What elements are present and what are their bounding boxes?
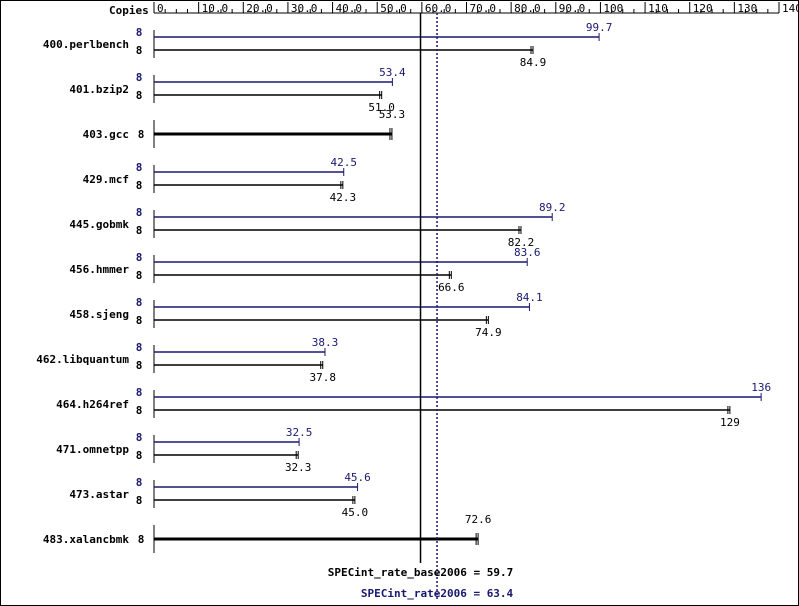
base-copies-label: 8 bbox=[136, 494, 143, 507]
peak-value-label: 84.1 bbox=[516, 291, 543, 304]
x-tick-label: 0 bbox=[157, 2, 164, 15]
benchmark-name: 483.xalancbmk bbox=[43, 533, 129, 546]
combined-value-label: 72.6 bbox=[465, 513, 492, 526]
x-tick-label: 120 bbox=[693, 2, 713, 15]
benchmark-name: 464.h264ref bbox=[56, 398, 129, 411]
base-copies-label: 8 bbox=[136, 269, 143, 282]
peak-copies-label: 8 bbox=[136, 476, 143, 489]
base-value-label: 32.3 bbox=[285, 461, 312, 474]
peak-copies-label: 8 bbox=[136, 251, 143, 264]
copies-label: 8 bbox=[138, 128, 145, 141]
peak-copies-label: 8 bbox=[136, 386, 143, 399]
peak-value-label: 136 bbox=[751, 381, 771, 394]
x-tick-label: 90.0 bbox=[559, 2, 586, 15]
benchmark-name: 403.gcc bbox=[83, 128, 129, 141]
benchmark-name: 401.bzip2 bbox=[69, 83, 129, 96]
peak-value-label: 45.6 bbox=[344, 471, 371, 484]
peak-value-label: 89.2 bbox=[539, 201, 566, 214]
benchmark-name: 400.perlbench bbox=[43, 38, 129, 51]
benchmark-name: 473.astar bbox=[69, 488, 129, 501]
peak-summary-label: SPECint_rate2006 = 63.4 bbox=[361, 587, 514, 600]
base-summary-label: SPECint_rate_base2006 = 59.7 bbox=[328, 566, 513, 579]
copies-label: 8 bbox=[138, 533, 145, 546]
x-tick-label: 20.0 bbox=[246, 2, 272, 15]
base-value-label: 74.9 bbox=[475, 326, 502, 339]
peak-value-label: 53.4 bbox=[379, 66, 406, 79]
benchmark-name: 471.omnetpp bbox=[56, 443, 129, 456]
x-tick-label: 10.0 bbox=[202, 2, 229, 15]
base-copies-label: 8 bbox=[136, 359, 143, 372]
benchmark-name: 462.libquantum bbox=[36, 353, 129, 366]
base-copies-label: 8 bbox=[136, 44, 143, 57]
benchmark-name: 456.hmmer bbox=[69, 263, 129, 276]
combined-value-label: 53.3 bbox=[379, 108, 406, 121]
base-value-label: 37.8 bbox=[310, 371, 337, 384]
base-value-label: 66.6 bbox=[438, 281, 465, 294]
base-copies-label: 8 bbox=[136, 449, 143, 462]
x-tick-label: 50.0 bbox=[380, 2, 407, 15]
peak-value-label: 83.6 bbox=[514, 246, 541, 259]
base-value-label: 51.0 bbox=[368, 101, 395, 114]
base-value-label: 42.3 bbox=[330, 191, 357, 204]
x-tick-label: 80.0 bbox=[514, 2, 541, 15]
peak-copies-label: 8 bbox=[136, 341, 143, 354]
x-tick-label: 130 bbox=[737, 2, 757, 15]
base-copies-label: 8 bbox=[136, 404, 143, 417]
benchmark-name: 429.mcf bbox=[83, 173, 129, 186]
peak-copies-label: 8 bbox=[136, 161, 143, 174]
peak-copies-label: 8 bbox=[136, 26, 143, 39]
base-value-label: 129 bbox=[720, 416, 740, 429]
x-tick-label: 140 bbox=[782, 2, 798, 15]
peak-copies-label: 8 bbox=[136, 206, 143, 219]
benchmark-name: 458.sjeng bbox=[69, 308, 129, 321]
benchmark-name: 445.gobmk bbox=[69, 218, 129, 231]
base-value-label: 82.2 bbox=[508, 236, 535, 249]
base-copies-label: 8 bbox=[136, 179, 143, 192]
base-value-label: 45.0 bbox=[342, 506, 369, 519]
peak-value-label: 42.5 bbox=[330, 156, 357, 169]
base-value-label: 84.9 bbox=[520, 56, 547, 69]
peak-copies-label: 8 bbox=[136, 296, 143, 309]
base-copies-label: 8 bbox=[136, 314, 143, 327]
x-tick-label: 30.0 bbox=[291, 2, 318, 15]
x-tick-label: 70.0 bbox=[470, 2, 497, 15]
peak-value-label: 38.3 bbox=[312, 336, 339, 349]
peak-value-label: 99.7 bbox=[586, 21, 613, 34]
x-tick-label: 100 bbox=[603, 2, 623, 15]
base-copies-label: 8 bbox=[136, 89, 143, 102]
peak-copies-label: 8 bbox=[136, 71, 143, 84]
x-tick-label: 40.0 bbox=[336, 2, 363, 15]
copies-header: Copies bbox=[109, 4, 149, 17]
peak-copies-label: 8 bbox=[136, 431, 143, 444]
x-tick-label: 110 bbox=[648, 2, 668, 15]
base-copies-label: 8 bbox=[136, 224, 143, 237]
x-tick-label: 60.0 bbox=[425, 2, 452, 15]
peak-value-label: 32.5 bbox=[286, 426, 313, 439]
